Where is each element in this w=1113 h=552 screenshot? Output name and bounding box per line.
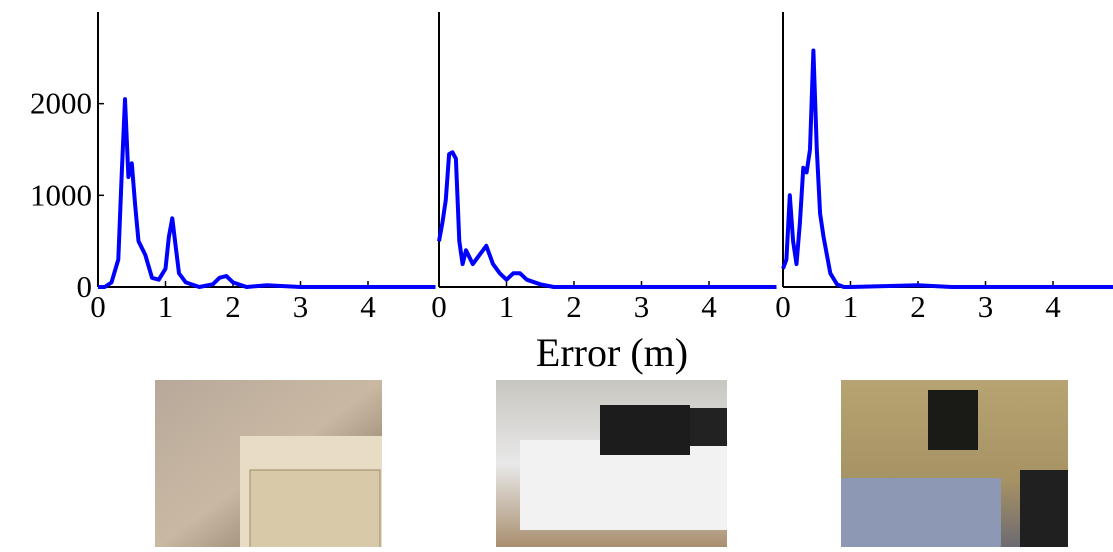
- x-tick-label: 0: [431, 289, 447, 324]
- x-axis-label: Error (m): [536, 330, 688, 375]
- x-tick-label: 0: [90, 289, 106, 324]
- x-tick-label: 3: [634, 289, 650, 324]
- x-tick-label: 4: [1045, 289, 1061, 324]
- x-tick-label: 4: [701, 289, 717, 324]
- y-tick-label: 1000: [30, 177, 92, 212]
- y-tick-label: 2000: [30, 86, 92, 121]
- line-series: [437, 150, 777, 289]
- x-tick-label: 4: [360, 289, 376, 324]
- photo: [841, 380, 1068, 548]
- x-tick-label: 1: [499, 289, 515, 324]
- photo: [496, 380, 727, 548]
- photo: [155, 380, 382, 549]
- x-tick-label: 2: [566, 289, 582, 324]
- x-tick-label: 2: [910, 289, 926, 324]
- line-series: [98, 97, 436, 289]
- x-tick-label: 0: [775, 289, 791, 324]
- y-tick-label: 0: [77, 269, 93, 304]
- x-tick-label: 1: [843, 289, 859, 324]
- line-series: [781, 48, 1113, 289]
- x-tick-label: 1: [158, 289, 174, 324]
- x-tick-label: 2: [225, 289, 241, 324]
- x-tick-label: 3: [293, 289, 309, 324]
- x-tick-label: 3: [978, 289, 994, 324]
